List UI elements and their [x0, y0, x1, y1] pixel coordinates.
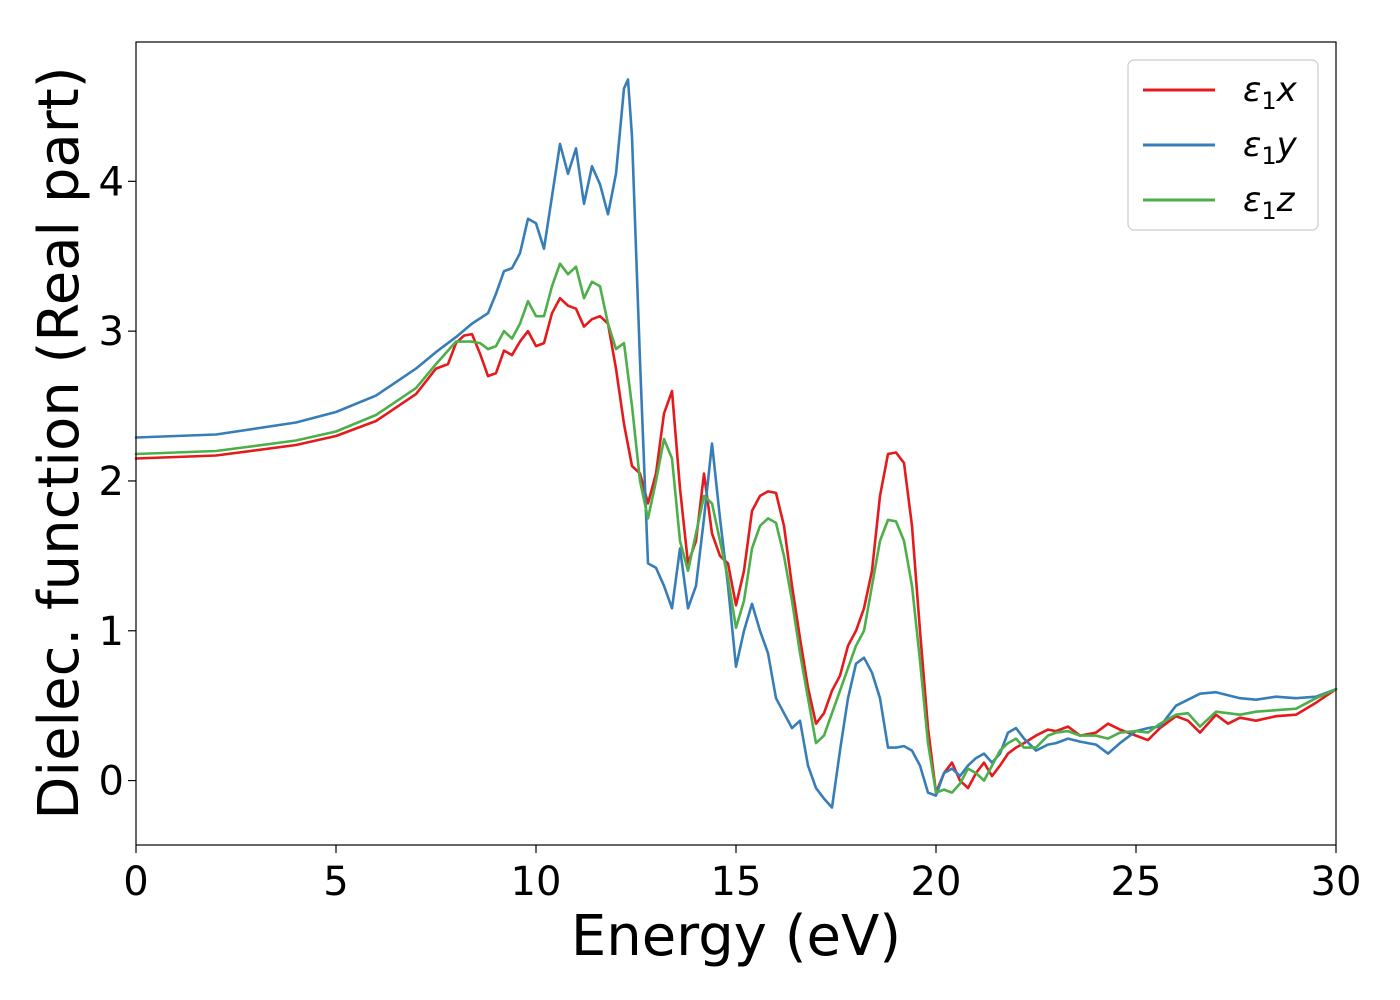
series-line-z — [134, 262, 1338, 794]
y-tick-label: 1 — [99, 609, 124, 655]
x-tick-label: 30 — [1311, 859, 1362, 905]
y-tick-label: 4 — [99, 159, 124, 205]
y-tick-label: 0 — [99, 759, 124, 805]
x-tick-label: 25 — [1111, 859, 1162, 905]
y-tick-label: 3 — [99, 309, 124, 355]
legend-label-y: ε1y — [1243, 125, 1298, 170]
y-axis-title: Dielec. function (Real part) — [27, 66, 92, 819]
y-axis: 0 1 2 3 4 — [99, 159, 136, 805]
series-line-x — [134, 296, 1338, 794]
x-tick-label: 20 — [911, 859, 962, 905]
legend-label-x: ε1x — [1243, 70, 1298, 115]
x-axis-title: Energy (eV) — [571, 904, 901, 969]
legend-box — [1127, 59, 1319, 231]
x-tick-label: 10 — [511, 859, 562, 905]
x-tick-label: 0 — [123, 859, 148, 905]
x-tick-label: 5 — [323, 859, 348, 905]
legend: ε1x ε1y ε1z — [1127, 59, 1319, 231]
legend-label-z: ε1z — [1243, 180, 1296, 225]
series-lines — [134, 78, 1338, 809]
x-axis: 0 5 10 15 20 25 30 — [123, 845, 1361, 905]
y-tick-label: 2 — [99, 459, 124, 505]
series-line-y — [134, 78, 1338, 809]
x-tick-label: 15 — [711, 859, 762, 905]
